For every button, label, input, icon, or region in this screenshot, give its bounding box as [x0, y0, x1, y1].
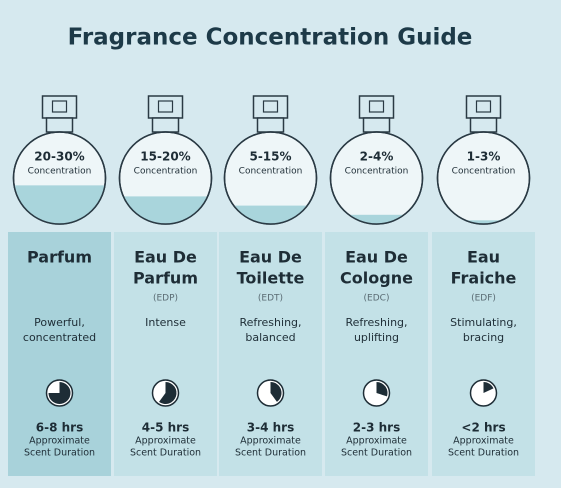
duration-label: Scent Duration: [130, 448, 201, 459]
abbreviation: (EDF): [471, 294, 496, 304]
bottle-outline: [329, 131, 424, 225]
title: Fragrance Concentration Guide: [68, 25, 473, 51]
column-panel: [219, 232, 322, 476]
abbreviation: (EDT): [258, 294, 283, 304]
fragrance-name: Eau De: [134, 248, 197, 267]
bottle-outline: [118, 131, 213, 225]
concentration: 1-3%: [467, 150, 501, 164]
concentration-label: Concentration: [28, 167, 92, 177]
fragrance-name: Eau: [467, 248, 500, 267]
bottle-neck: [362, 117, 391, 133]
description: bracing: [463, 331, 504, 344]
bottle-cap-inner: [51, 100, 68, 113]
fragrance-name: Eau De: [345, 248, 408, 267]
column-panel: [432, 232, 535, 476]
concentration-label: Concentration: [345, 167, 409, 177]
duration-label: Scent Duration: [24, 448, 95, 459]
bottle-liquid: [437, 220, 530, 224]
description: balanced: [245, 331, 295, 344]
description: Refreshing,: [239, 316, 301, 329]
concentration: 5-15%: [249, 150, 291, 164]
bottle-outline: [223, 131, 318, 225]
duration-label: Scent Duration: [341, 448, 412, 459]
concentration: 15-20%: [140, 150, 190, 164]
clock-wedge: [48, 382, 71, 404]
duration-label: Approximate: [135, 436, 196, 447]
bottle-cap-inner: [475, 100, 492, 113]
bottle-neck: [45, 117, 74, 133]
column-panel: [114, 232, 217, 476]
abbreviation: (EDC): [364, 294, 390, 304]
description: Powerful,: [34, 316, 85, 329]
concentration-label: Concentration: [452, 167, 516, 177]
clock-wedge: [159, 382, 177, 404]
bottle-liquid: [330, 214, 423, 224]
duration: 3-4 hrs: [247, 421, 294, 435]
description: Refreshing,: [345, 316, 407, 329]
description: concentrated: [23, 331, 96, 344]
fragrance-name: Cologne: [340, 269, 413, 288]
concentration: 2-4%: [360, 150, 394, 164]
duration: 2-3 hrs: [353, 421, 400, 435]
bottle-neck: [151, 117, 180, 133]
concentration-label: Concentration: [134, 167, 198, 177]
clock-wedge: [376, 381, 388, 397]
duration-label: Approximate: [453, 436, 514, 447]
description: Stimulating,: [450, 316, 517, 329]
duration: 6-8 hrs: [36, 421, 83, 435]
bottle-neck: [469, 117, 498, 133]
duration-label: Approximate: [29, 436, 90, 447]
column-panel: [325, 232, 428, 476]
bottle-cap-inner: [262, 100, 279, 113]
duration-label: Approximate: [346, 436, 407, 447]
description: Intense: [145, 316, 186, 329]
fragrance-name: Fraiche: [451, 269, 517, 288]
fragrance-name: Toilette: [237, 269, 305, 288]
bottle-cap-inner: [157, 100, 174, 113]
fragrance-name: Eau De: [239, 248, 302, 267]
duration: 4-5 hrs: [142, 421, 189, 435]
duration-label: Approximate: [240, 436, 301, 447]
bottle-cap-inner: [368, 100, 385, 113]
fragrance-name: Parfum: [27, 248, 92, 267]
bottle-outline: [12, 131, 107, 225]
concentration: 20-30%: [34, 150, 84, 164]
clock-wedge: [483, 382, 494, 393]
column-panel: [8, 232, 111, 476]
description: uplifting: [354, 331, 399, 344]
duration: <2 hrs: [461, 421, 505, 435]
concentration-label: Concentration: [239, 167, 303, 177]
fragrance-name: Parfum: [133, 269, 198, 288]
bottle-neck: [256, 117, 285, 133]
duration-label: Scent Duration: [448, 448, 519, 459]
clock-wedge: [270, 381, 282, 402]
bottle-outline: [436, 131, 531, 225]
duration-label: Scent Duration: [235, 448, 306, 459]
abbreviation: (EDP): [153, 294, 178, 304]
